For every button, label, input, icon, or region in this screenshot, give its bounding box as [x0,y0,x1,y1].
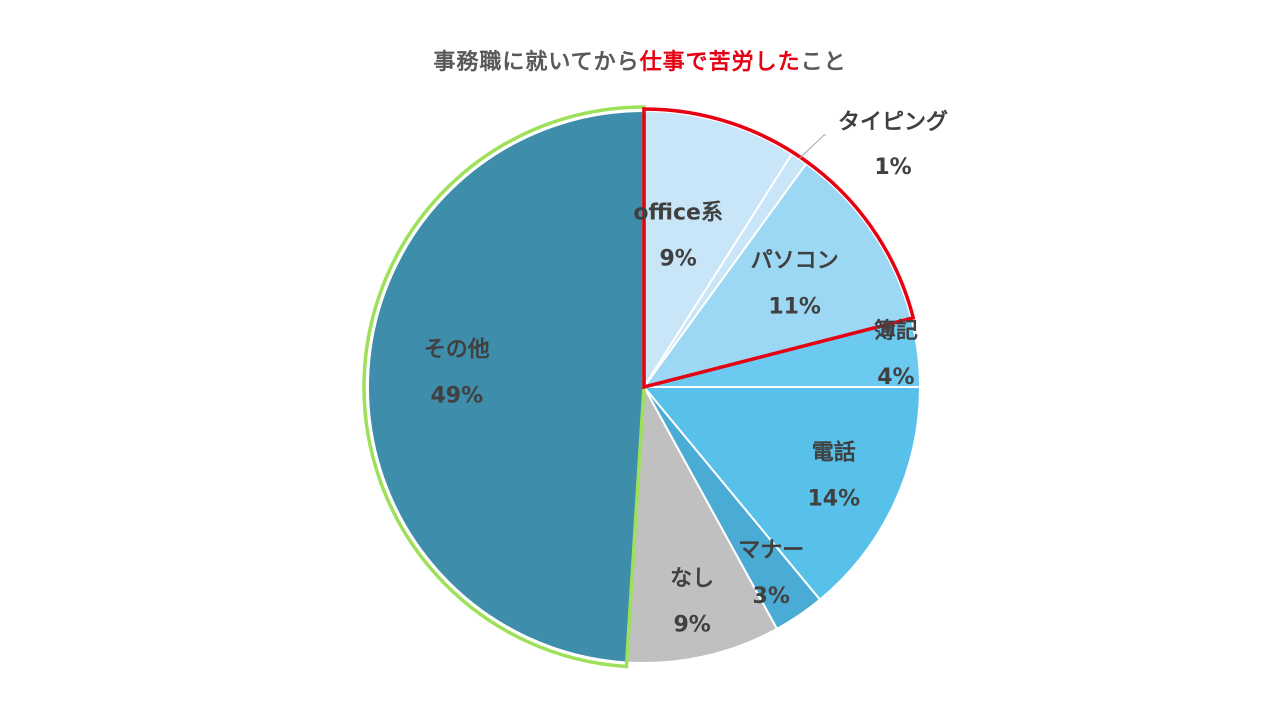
slice-typing-label: タイピング [838,109,948,135]
slice-phone [641,386,922,602]
slice-none-value: 9% [673,612,710,637]
highlight-outline-other [362,105,646,669]
chart-title-suffix: こと [800,50,847,75]
slice-phone-label: 電話 [812,439,856,465]
slice-office-value: 9% [659,246,696,271]
highlight-outline-pc-skills [642,107,916,390]
slice-other [367,109,645,664]
chart-title: 事務職に就いてから仕事で苦労したこと [0,44,1280,76]
slice-office-label: office系 [633,200,723,225]
slice-pc [641,162,913,389]
slice-none [625,383,779,664]
slice-typing-value: 1% [874,155,911,180]
chart-title-highlight: 仕事で苦労した [639,50,801,75]
slice-pc-value: 11% [768,295,821,320]
chart-title-plain: 事務職に就いてから [433,50,640,75]
slice-manners-label: マナー [738,538,804,563]
slice-office [643,109,794,391]
slice-manners-value: 3% [753,584,790,609]
slice-other-value: 49% [430,384,483,409]
slice-other-label: その他 [424,338,490,363]
pie-highlight-outlines [362,105,916,669]
pie-slices [367,109,922,664]
typing-leader-line [798,134,826,160]
slice-bookkeeping-label: 簿記 [874,318,918,344]
slice-phone-value: 14% [807,486,860,511]
pie-labels: office系 9% タイピング 1% パソコン 11% 簿記 4% 電話 14% マナー 3% なし 9… [424,109,948,637]
slice-bookkeeping-value: 4% [877,365,914,390]
slice-pc-label: パソコン [751,249,839,274]
slice-none-label: なし [670,566,714,591]
